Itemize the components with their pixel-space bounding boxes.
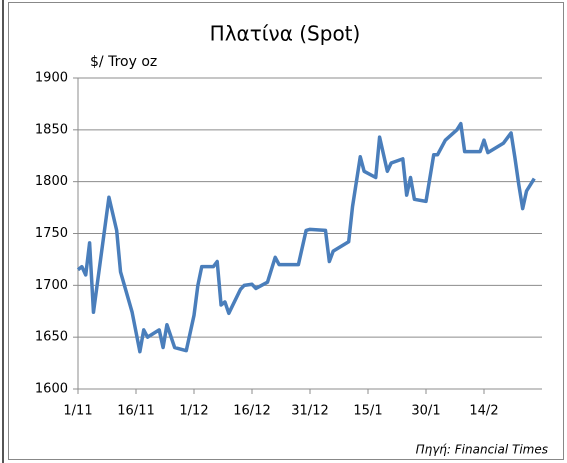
x-tick-label: 30/1: [411, 404, 440, 419]
y-axis-label: $/ Troy oz: [90, 54, 157, 70]
y-tick-label: 1900: [35, 71, 68, 86]
y-tick-label: 1800: [35, 174, 68, 189]
x-tick-label: 16/11: [117, 404, 154, 419]
y-tick-label: 1600: [35, 382, 68, 397]
x-tick-label: 1/12: [179, 404, 208, 419]
source-note: Πηγή: Financial Times: [416, 443, 548, 457]
x-tick-label: 14/2: [469, 404, 498, 419]
x-tick-label: 1/11: [63, 404, 92, 419]
y-tick-label: 1850: [35, 122, 68, 137]
y-tick-label: 1750: [35, 226, 68, 241]
y-tick-label: 1700: [35, 278, 68, 293]
x-tick-label: 16/12: [233, 404, 270, 419]
x-tick-label: 15/1: [353, 404, 382, 419]
x-tick-label: 31/12: [291, 404, 328, 419]
chart-title: Πλατίνα (Spot): [210, 22, 361, 46]
price-line: [76, 121, 536, 354]
chart-frame: [8, 2, 564, 460]
y-tick-label: 1650: [35, 330, 68, 345]
